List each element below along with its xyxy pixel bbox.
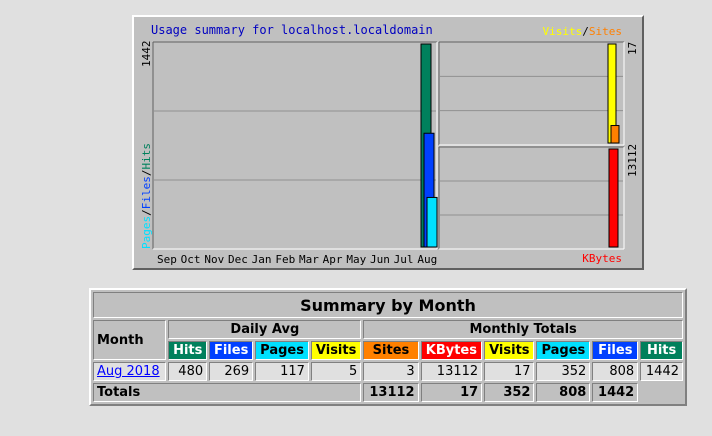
month-tick-label: Feb: [275, 253, 295, 266]
totals-value-cell: 17: [420, 383, 483, 402]
legend-files: Files: [140, 176, 153, 210]
daily-value-cell: 480: [168, 362, 208, 381]
monthly-value-cell: 808: [592, 362, 639, 381]
totals-value-cell: 352: [484, 383, 535, 402]
monthly-value-cell: 3: [363, 362, 419, 381]
usage-graph: Sep Oct Nov Dec Jan Feb Mar Apr May Jun Jul Aug Usa…: [132, 15, 644, 270]
left-axis-legend: Pages/Files/Hits: [140, 143, 153, 249]
right-top-axis-max: 17: [626, 41, 639, 55]
totals-value-cell: 13112: [363, 383, 419, 402]
monthly-totals-header: Monthly Totals: [363, 320, 683, 339]
monthly-value-cell: 1442: [640, 362, 683, 381]
legend-visits: Visits: [542, 25, 583, 38]
monthly-col-visits: Visits: [484, 341, 535, 360]
table-title: Summary by Month: [93, 292, 683, 318]
month-tick-label: Jan: [252, 253, 272, 266]
kbytes-panel-bg: [439, 147, 624, 249]
monthly-col-kbytes: KBytes: [420, 341, 483, 360]
summary-table-wrap: Summary by Month Month Daily Avg Monthly…: [89, 288, 687, 406]
month-tick-label: May: [346, 253, 366, 266]
month-tick-label: Jun: [370, 253, 390, 266]
month-tick-label: Aug: [417, 253, 437, 266]
month-tick-label: Nov: [204, 253, 224, 266]
daily-value-cell: 117: [255, 362, 309, 381]
monthly-value-cell: 17: [484, 362, 535, 381]
monthly-col-hits: Hits: [640, 341, 683, 360]
legend-pages: Pages: [140, 215, 153, 249]
monthly-col-files: Files: [592, 341, 639, 360]
daily-avg-header: Daily Avg: [168, 320, 362, 339]
usage-graph-canvas: Sep Oct Nov Dec Jan Feb Mar Apr May Jun Jul Aug: [152, 41, 625, 266]
monthly-value-cell: 13112: [420, 362, 483, 381]
legend-sites: Sites: [588, 25, 622, 38]
month-tick-label: Oct: [181, 253, 201, 266]
month-tick-label: Dec: [228, 253, 248, 266]
legend-hits: Hits: [140, 143, 153, 170]
totals-row: Totals 13112 17 352 808 1442: [93, 383, 683, 402]
daily-col-files: Files: [209, 341, 254, 360]
legend-kbytes: KBytes: [582, 252, 622, 265]
totals-value-cell: 1442: [592, 383, 639, 402]
summary-by-month-table: Summary by Month Month Daily Avg Monthly…: [89, 288, 687, 406]
graph-legend: Visits/Sites: [543, 25, 623, 38]
legend-separator: /: [140, 169, 153, 177]
daily-value-cell: 5: [310, 362, 362, 381]
monthly-col-sites: Sites: [363, 341, 419, 360]
visits-panel-bg: [439, 42, 624, 145]
daily-value-cell: 269: [209, 362, 254, 381]
daily-col-pages: Pages: [255, 341, 309, 360]
graph-title: Usage summary for localhost.localdomain: [151, 23, 433, 37]
sites-bar: [610, 125, 620, 144]
column-header-row: Hits Files Pages Visits Sites KBytes Visits Pag…: [93, 341, 683, 360]
table-row: Aug 2018 480 269 117 5 3 13112 17 352 808 1442: [93, 362, 683, 381]
month-header: Month: [93, 320, 167, 360]
right-bottom-axis-max: 13112: [626, 143, 639, 177]
month-tick-label: Mar: [299, 253, 319, 266]
legend-separator: /: [140, 209, 153, 216]
totals-label: Totals: [93, 383, 362, 402]
month-link[interactable]: Aug 2018: [97, 364, 160, 379]
daily-col-hits: Hits: [168, 341, 208, 360]
pages-bar: [426, 196, 438, 248]
left-axis-max: 1442: [140, 40, 153, 68]
month-tick-label: Sep: [157, 253, 177, 266]
month-cell[interactable]: Aug 2018: [93, 362, 167, 381]
totals-value-cell: 808: [536, 383, 591, 402]
hits-panel-bg: [153, 42, 437, 249]
month-tick-label: Apr: [323, 253, 343, 266]
kbytes-bar: [608, 148, 619, 248]
legend-separator: /: [582, 25, 589, 38]
month-tick-label: Jul: [394, 253, 414, 266]
monthly-value-cell: 352: [536, 362, 591, 381]
daily-col-visits: Visits: [310, 341, 362, 360]
monthly-col-pages: Pages: [536, 341, 591, 360]
